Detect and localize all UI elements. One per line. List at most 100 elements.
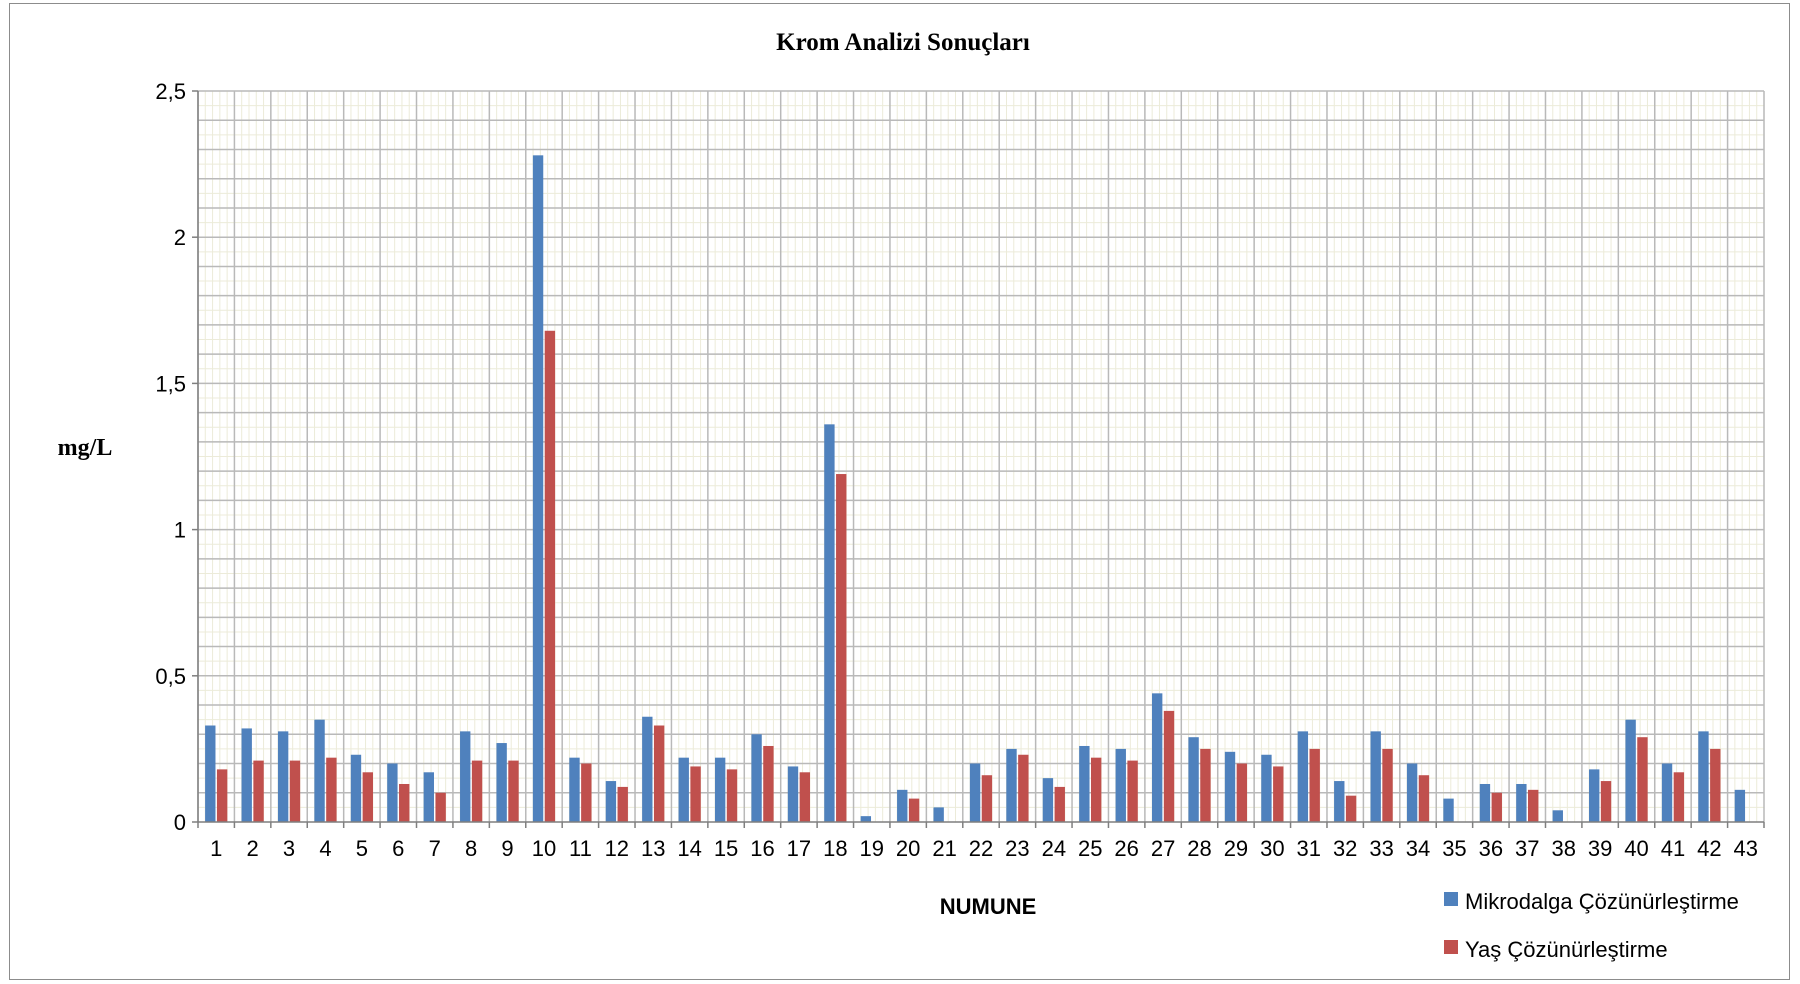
bar-yas-33 xyxy=(1382,748,1393,822)
bar-mikrodalga-8 xyxy=(460,731,471,822)
x-tick-label: 24 xyxy=(1042,836,1066,861)
x-tick-label: 33 xyxy=(1369,836,1393,861)
bar-mikrodalga-29 xyxy=(1224,751,1236,822)
x-tick-label: 32 xyxy=(1333,836,1357,861)
x-tick-label: 34 xyxy=(1406,836,1430,861)
bar-yas-39 xyxy=(1600,781,1612,822)
bar-yas-32 xyxy=(1345,795,1357,822)
x-tick-label: 26 xyxy=(1114,836,1138,861)
bar-mikrodalga-30 xyxy=(1261,754,1272,822)
bar-yas-3 xyxy=(289,760,301,822)
bars xyxy=(205,155,1746,822)
y-tick-label: 1,5 xyxy=(155,371,186,396)
x-tick-label: 4 xyxy=(319,836,331,861)
bar-yas-37 xyxy=(1528,789,1539,822)
bar-mikrodalga-3 xyxy=(277,731,289,822)
bar-mikrodalga-42 xyxy=(1698,731,1709,822)
x-tick-label: 17 xyxy=(787,836,811,861)
x-tick-label: 7 xyxy=(429,836,441,861)
bar-yas-16 xyxy=(763,745,774,822)
bar-yas-30 xyxy=(1273,766,1284,822)
x-tick-label: 6 xyxy=(392,836,404,861)
x-tick-label: 23 xyxy=(1005,836,1029,861)
bar-mikrodalga-25 xyxy=(1079,745,1090,822)
bar-mikrodalga-20 xyxy=(897,789,908,822)
bar-yas-18 xyxy=(836,474,847,822)
bar-yas-34 xyxy=(1418,775,1430,822)
x-tick-label: 40 xyxy=(1624,836,1648,861)
bar-yas-17 xyxy=(799,772,811,822)
x-tick-label: 41 xyxy=(1661,836,1685,861)
y-tick-labels: 0 0,5 1 1,5 2 2,5 xyxy=(155,79,186,835)
bar-mikrodalga-37 xyxy=(1516,783,1527,822)
bar-yas-14 xyxy=(690,766,701,822)
grid-lines xyxy=(197,90,1765,822)
x-tick-label: 1 xyxy=(210,836,222,861)
y-tick-label: 0,5 xyxy=(155,664,186,689)
x-tick-label: 9 xyxy=(501,836,513,861)
bar-yas-23 xyxy=(1018,754,1029,822)
x-tick-label: 37 xyxy=(1515,836,1539,861)
x-tick-label: 13 xyxy=(641,836,665,861)
x-tick-label: 28 xyxy=(1187,836,1211,861)
bar-yas-28 xyxy=(1200,748,1211,822)
bar-yas-40 xyxy=(1637,737,1648,822)
x-tick-label: 31 xyxy=(1297,836,1321,861)
bar-mikrodalga-39 xyxy=(1589,769,1600,822)
bar-mikrodalga-22 xyxy=(969,763,981,822)
x-axis-label: NUMUNE xyxy=(940,894,1037,919)
x-tick-label: 10 xyxy=(532,836,556,861)
bar-yas-29 xyxy=(1236,763,1248,822)
bar-mikrodalga-19 xyxy=(860,816,872,822)
x-tick-label: 18 xyxy=(823,836,847,861)
x-tick-label: 14 xyxy=(677,836,701,861)
bar-yas-36 xyxy=(1491,792,1502,822)
bar-mikrodalga-9 xyxy=(496,743,507,822)
bar-yas-9 xyxy=(508,760,519,822)
legend-label-mikrodalga: Mikrodalga Çözünürleştirme xyxy=(1465,889,1739,914)
bar-mikrodalga-14 xyxy=(678,757,689,822)
x-tick-label: 20 xyxy=(896,836,920,861)
bar-mikrodalga-4 xyxy=(314,719,325,822)
bar-mikrodalga-40 xyxy=(1625,719,1636,822)
bar-yas-10 xyxy=(544,330,556,822)
bar-mikrodalga-21 xyxy=(933,807,944,822)
bar-mikrodalga-10 xyxy=(532,155,544,822)
bar-mikrodalga-17 xyxy=(787,766,799,822)
x-tick-label: 5 xyxy=(356,836,368,861)
chart-title: Krom Analizi Sonuçları xyxy=(776,29,1030,56)
bar-yas-2 xyxy=(253,760,264,822)
bar-yas-11 xyxy=(581,763,592,822)
x-tick-label: 8 xyxy=(465,836,477,861)
bar-mikrodalga-31 xyxy=(1297,731,1309,822)
x-tick-label: 30 xyxy=(1260,836,1284,861)
bar-yas-22 xyxy=(981,775,993,822)
bar-mikrodalga-34 xyxy=(1406,763,1418,822)
bar-mikrodalga-12 xyxy=(605,781,617,822)
bar-mikrodalga-43 xyxy=(1734,789,1746,822)
bar-mikrodalga-6 xyxy=(387,763,398,822)
bar-yas-1 xyxy=(216,769,228,822)
x-tick-label: 21 xyxy=(932,836,956,861)
bar-mikrodalga-41 xyxy=(1661,763,1673,822)
x-tick-label: 27 xyxy=(1151,836,1175,861)
bar-mikrodalga-2 xyxy=(241,728,252,822)
bar-mikrodalga-5 xyxy=(350,754,362,822)
x-tick-label: 12 xyxy=(605,836,629,861)
bar-mikrodalga-36 xyxy=(1479,783,1491,822)
x-tick-labels: 1 2 3 4 5 6 7 8 9 10 11 12 13 14 15 16 17 18 19 20 21 22 23 24 2… xyxy=(210,836,1758,861)
bar-yas-4 xyxy=(326,757,337,822)
x-tick-label: 19 xyxy=(860,836,884,861)
x-tick-label: 2 xyxy=(247,836,259,861)
legend: Mikrodalga Çözünürleştirme Yaş Çözünürle… xyxy=(1444,889,1739,962)
axes xyxy=(192,90,1765,828)
bar-yas-8 xyxy=(471,760,483,822)
bar-mikrodalga-16 xyxy=(751,734,762,822)
bar-yas-20 xyxy=(908,798,920,822)
y-tick-label: 0 xyxy=(174,810,186,835)
bar-yas-6 xyxy=(399,783,410,822)
bar-yas-25 xyxy=(1090,757,1102,822)
x-tick-label: 36 xyxy=(1479,836,1503,861)
bar-yas-5 xyxy=(362,772,373,822)
bar-mikrodalga-15 xyxy=(714,757,726,822)
